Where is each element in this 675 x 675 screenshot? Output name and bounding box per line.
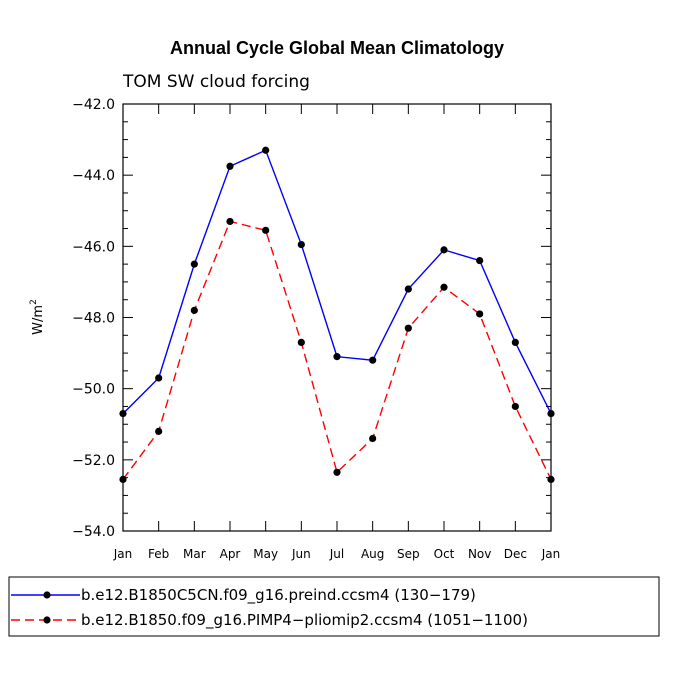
x-tick-label: Dec: [504, 547, 527, 561]
x-tick-label: Jul: [329, 547, 344, 561]
chart-title: Annual Cycle Global Mean Climatology: [170, 38, 504, 58]
x-tick-label: Aug: [361, 547, 384, 561]
x-tick-label: Mar: [183, 547, 206, 561]
x-tick-label: Jun: [291, 547, 311, 561]
series-2-point: [297, 338, 305, 347]
x-tick-label: Jan: [541, 547, 561, 561]
series-1-point: [369, 356, 377, 364]
series-2-point: [440, 283, 448, 291]
legend-marker-2: [43, 616, 51, 624]
x-tick-label: Sep: [397, 547, 420, 561]
y-tick-label: −44.0: [72, 168, 115, 184]
series-1-point: [190, 260, 198, 268]
series-1-point: [226, 162, 234, 170]
y-axis-label-text: W/m: [31, 305, 46, 335]
legend-marker-1: [43, 591, 51, 599]
series-2-point: [119, 475, 127, 484]
series-2-point: [190, 306, 198, 314]
series-1-point: [155, 374, 163, 382]
legend: b.e12.B1850C5CN.f09_g16.preind.ccsm4 (13…: [11, 586, 528, 630]
y-tick-label: −54.0: [72, 524, 115, 540]
y-axis: −42.0 −44.0 −46.0 −48.0 −50.0 −52.0 −54.0: [72, 97, 551, 540]
series-2-point: [547, 475, 555, 484]
series-2-point: [155, 427, 163, 435]
y-axis-label: W/m2: [29, 299, 46, 335]
series-2-point: [476, 310, 484, 318]
x-tick-label: Oct: [434, 547, 455, 561]
series-2-point: [369, 434, 377, 443]
x-tick-label: May: [253, 547, 278, 561]
x-tick-label: Nov: [468, 547, 491, 561]
plot-frame: [122, 103, 552, 532]
series-2-point: [511, 402, 519, 411]
series-1-point: [547, 409, 555, 418]
y-tick-label: −52.0: [72, 453, 115, 469]
series-line-2: [122, 220, 552, 480]
series-1-point: [119, 409, 127, 418]
y-axis-label-superscript: 2: [29, 299, 39, 305]
series-1-point: [262, 146, 270, 154]
series-1-point: [333, 353, 341, 361]
series-2-point: [226, 217, 234, 226]
legend-label-2: b.e12.B1850.f09_g16.PIMP4−pliomip2.ccsm4…: [81, 611, 528, 630]
y-tick-label: −50.0: [72, 382, 115, 398]
x-tick-label: Feb: [148, 547, 169, 561]
x-tick-label: Jan: [113, 547, 133, 561]
series-2-point: [262, 226, 270, 234]
series-layer: [119, 146, 555, 484]
series-1-point: [440, 246, 448, 254]
series-line-1: [122, 149, 552, 415]
chart-subtitle: TOM SW cloud forcing: [122, 72, 310, 92]
series-1-point: [511, 338, 519, 347]
series-1-point: [476, 256, 484, 265]
x-axis: Jan Feb Mar Apr May Jun Jul Aug Sep Oct Nov Dec Jan: [113, 104, 561, 561]
y-tick-label: −42.0: [72, 97, 115, 113]
x-tick-label: Apr: [220, 547, 241, 561]
legend-box: [8, 576, 660, 637]
series-1-point: [404, 285, 412, 293]
series-1-point: [297, 240, 305, 249]
y-tick-label: −48.0: [72, 311, 115, 327]
series-2-point: [404, 324, 412, 332]
legend-label-1: b.e12.B1850C5CN.f09_g16.preind.ccsm4 (13…: [81, 586, 476, 605]
y-tick-label: −46.0: [72, 239, 115, 255]
series-2-point: [333, 468, 341, 476]
